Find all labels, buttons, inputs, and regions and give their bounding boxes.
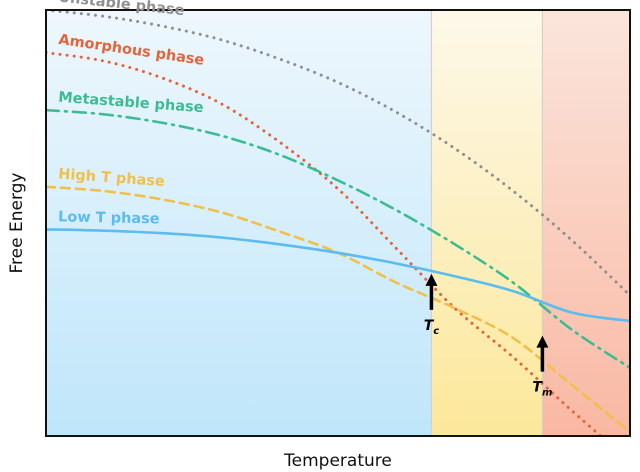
low-t-phase-label: Low T phase xyxy=(58,209,160,227)
region-1 xyxy=(431,10,543,436)
tc-label: Tc xyxy=(424,318,440,337)
plot-frame xyxy=(45,9,631,437)
amorphous-phase-curve xyxy=(46,51,603,436)
region-0 xyxy=(46,10,432,436)
y-axis-title: Free Energy xyxy=(7,173,27,274)
high-t-phase-curve xyxy=(46,185,630,434)
tm-arrow-head xyxy=(536,335,549,348)
tm-label: Tm xyxy=(532,380,552,399)
temperature-regions xyxy=(46,10,630,436)
region-2 xyxy=(542,10,630,436)
transition-markers: Tc Tm xyxy=(424,273,552,399)
x-axis-title: Temperature xyxy=(283,451,392,471)
tc-arrow-head xyxy=(425,273,438,286)
phase-curves xyxy=(46,10,630,436)
unstable-phase-curve xyxy=(46,10,630,297)
high-t-phase-label: High T phase xyxy=(58,166,166,190)
low-t-phase-curve xyxy=(46,228,630,323)
